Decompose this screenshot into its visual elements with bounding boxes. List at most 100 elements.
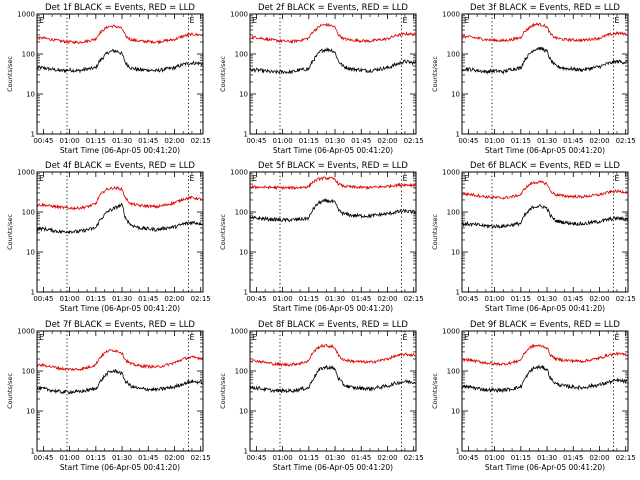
y-tick-label: 10	[26, 249, 35, 257]
x-tick-label: 02:15	[191, 137, 211, 145]
plot-frame	[461, 171, 629, 293]
x-tick-label: 00:45	[246, 454, 266, 462]
y-axis-label: Counts/sec	[431, 56, 439, 92]
x-tick-label: 01:00	[273, 454, 293, 462]
x-axis-label: Start Time (06-Apr-05 00:41:20)	[273, 304, 393, 313]
x-axis-label: Start Time (06-Apr-05 00:41:20)	[60, 463, 180, 472]
x-tick-label: 01:00	[273, 295, 293, 303]
x-tick-label: 00:45	[33, 295, 53, 303]
panel-title: Det 7f BLACK = Events, RED = LLD	[45, 320, 195, 330]
y-tick-label: 1	[456, 131, 460, 139]
events-series-line	[461, 46, 628, 75]
y-tick-label: 1000	[17, 11, 35, 19]
x-tick-label: 01:30	[325, 137, 345, 145]
panel: Det 6f BLACK = Events, RED = LLD 1 10 100 10…	[431, 161, 636, 313]
y-tick-label: 100	[447, 51, 460, 59]
y-tick-label: 1000	[230, 328, 248, 336]
event-marker: E	[464, 174, 469, 183]
event-marker: E	[402, 333, 407, 342]
x-axis-label: Start Time (06-Apr-05 00:41:20)	[485, 304, 605, 313]
x-axis-label: Start Time (06-Apr-05 00:41:20)	[485, 146, 605, 155]
x-tick-label: 01:15	[511, 454, 531, 462]
lld-series-line	[36, 349, 203, 372]
lld-series-line	[461, 22, 628, 43]
x-tick-label: 02:00	[164, 454, 184, 462]
panel-title: Det 5f BLACK = Events, RED = LLD	[258, 161, 408, 171]
panel-title: Det 3f BLACK = Events, RED = LLD	[470, 3, 620, 13]
x-tick-label: 02:00	[377, 295, 397, 303]
x-axis-label: Start Time (06-Apr-05 00:41:20)	[60, 146, 180, 155]
x-tick-label: 02:15	[404, 454, 424, 462]
plot-frame	[461, 330, 629, 452]
plot-frame	[461, 13, 629, 135]
events-series-line	[36, 202, 203, 235]
y-tick-label: 100	[235, 51, 248, 59]
panel: Det 1f BLACK = Events, RED = LLD 1 10 100 10…	[6, 3, 211, 155]
plot-frame	[249, 13, 417, 135]
panel-title: Det 1f BLACK = Events, RED = LLD	[45, 3, 195, 13]
x-tick-label: 01:45	[563, 295, 583, 303]
x-tick-label: 01:15	[86, 137, 106, 145]
x-tick-label: 02:00	[377, 137, 397, 145]
event-marker: E	[402, 174, 407, 183]
events-series-line	[36, 368, 203, 395]
x-tick-label: 00:45	[33, 137, 53, 145]
y-tick-label: 10	[239, 91, 248, 99]
x-tick-label: 02:15	[616, 295, 636, 303]
panel: Det 8f BLACK = Events, RED = LLD 1 10 100 10…	[219, 320, 424, 472]
x-tick-label: 01:45	[351, 454, 371, 462]
x-tick-label: 00:45	[458, 454, 478, 462]
event-marker: E	[252, 333, 257, 342]
x-tick-label: 02:15	[616, 137, 636, 145]
x-tick-label: 01:00	[485, 295, 505, 303]
event-marker: E	[252, 16, 257, 25]
x-tick-label: 01:45	[351, 295, 371, 303]
x-axis-label: Start Time (06-Apr-05 00:41:20)	[273, 463, 393, 472]
x-tick-label: 01:30	[112, 295, 132, 303]
events-series-line	[461, 204, 628, 229]
x-tick-label: 02:00	[164, 137, 184, 145]
x-tick-label: 01:45	[563, 137, 583, 145]
x-tick-label: 02:15	[616, 454, 636, 462]
x-tick-label: 01:30	[112, 137, 132, 145]
event-marker: E	[39, 333, 44, 342]
event-marker: E	[39, 16, 44, 25]
x-axis-label: Start Time (06-Apr-05 00:41:20)	[273, 146, 393, 155]
y-axis-label: Counts/sec	[6, 373, 14, 409]
x-tick-label: 01:15	[299, 295, 319, 303]
y-tick-label: 10	[451, 408, 460, 416]
y-tick-label: 100	[22, 368, 35, 376]
event-marker: E	[614, 16, 619, 25]
y-tick-label: 10	[239, 408, 248, 416]
y-tick-label: 100	[235, 368, 248, 376]
panel: Det 5f BLACK = Events, RED = LLD 1 10 100 10…	[219, 161, 424, 313]
events-series-line	[461, 364, 628, 394]
event-marker: E	[189, 16, 194, 25]
x-tick-label: 01:30	[112, 454, 132, 462]
x-tick-label: 01:00	[485, 137, 505, 145]
y-tick-label: 1000	[230, 169, 248, 177]
y-tick-label: 100	[22, 209, 35, 217]
plot-frame	[249, 171, 417, 293]
lld-series-line	[249, 343, 416, 368]
event-marker: E	[189, 333, 194, 342]
panel-title: Det 4f BLACK = Events, RED = LLD	[45, 161, 195, 171]
x-tick-label: 01:45	[138, 454, 158, 462]
event-marker: E	[614, 333, 619, 342]
y-tick-label: 1	[456, 448, 460, 456]
x-tick-label: 02:00	[589, 454, 609, 462]
plot-frame	[36, 330, 204, 452]
panel: Det 4f BLACK = Events, RED = LLD 1 10 100 10…	[6, 161, 211, 313]
x-tick-label: 01:15	[86, 454, 106, 462]
x-tick-label: 02:00	[377, 454, 397, 462]
y-axis-label: Counts/sec	[219, 373, 227, 409]
lld-series-line	[36, 185, 203, 211]
x-tick-label: 01:00	[60, 454, 80, 462]
x-tick-label: 02:00	[164, 295, 184, 303]
x-tick-label: 00:45	[246, 295, 266, 303]
y-axis-label: Counts/sec	[431, 214, 439, 250]
y-tick-label: 10	[26, 408, 35, 416]
y-tick-label: 1	[244, 448, 248, 456]
event-marker: E	[402, 16, 407, 25]
